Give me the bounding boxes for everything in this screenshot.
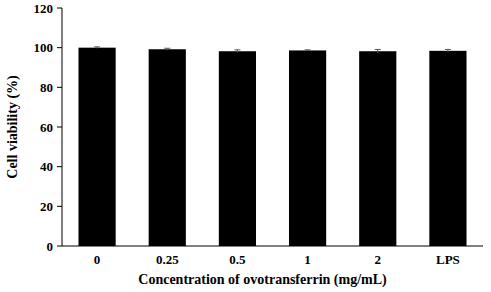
y-tick — [57, 127, 62, 128]
y-tick-label: 120 — [34, 1, 54, 16]
y-tick — [57, 47, 62, 48]
error-cap — [375, 49, 381, 50]
y-tick-label: 100 — [34, 40, 54, 55]
y-tick-label: 20 — [40, 199, 53, 214]
x-tick-label: 0.5 — [229, 252, 246, 267]
error-stem — [377, 49, 378, 53]
error-bar — [305, 50, 311, 51]
bar — [359, 51, 396, 246]
y-tick — [57, 206, 62, 207]
y-tick-label: 60 — [40, 120, 53, 135]
x-tick-label: 2 — [375, 252, 382, 267]
error-cap — [234, 49, 240, 50]
bar — [78, 48, 115, 246]
error-bar — [234, 50, 240, 53]
error-cap — [305, 49, 311, 50]
bars — [78, 47, 466, 246]
error-bar — [445, 49, 451, 52]
chart-container: 0 20 40 60 80 100 120 0 0.25 0.5 1 2 LPS Concentratio… — [0, 0, 491, 292]
error-cap — [445, 49, 451, 50]
x-axis — [62, 246, 483, 247]
page: {"chart_data": {"type": "bar", "x_label"… — [0, 0, 491, 292]
error-bar — [164, 48, 170, 50]
x-axis-label: Concentration of ovotransferrin (mg/mL) — [138, 272, 387, 288]
bar — [289, 50, 326, 246]
bar — [219, 51, 256, 246]
error-bar — [94, 47, 100, 49]
y-tick — [57, 246, 62, 247]
bar — [429, 51, 466, 246]
y-tick-label: 0 — [47, 239, 54, 254]
x-tick-label: 1 — [304, 252, 311, 267]
y-tick — [57, 166, 62, 167]
y-tick-label: 80 — [40, 80, 53, 95]
y-axis — [62, 8, 63, 246]
x-tick-label: 0.25 — [156, 252, 179, 267]
y-tick-label: 40 — [40, 159, 53, 174]
x-tick-label: 0 — [94, 252, 101, 267]
y-axis-label: Cell viability (%) — [5, 75, 21, 179]
error-cap — [164, 48, 170, 49]
chart-svg: 0 20 40 60 80 100 120 0 0.25 0.5 1 2 LPS Concentratio… — [0, 0, 491, 292]
bar — [149, 49, 186, 246]
y-tick — [57, 87, 62, 88]
y-tick — [57, 8, 62, 9]
x-tick-label: LPS — [436, 252, 460, 267]
error-cap — [94, 46, 100, 47]
error-bar — [375, 49, 381, 53]
